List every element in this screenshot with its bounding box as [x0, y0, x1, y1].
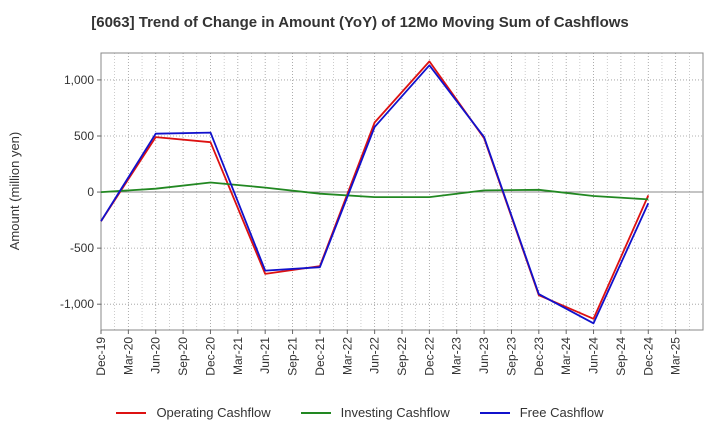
series-line-investing-cashflow: [100, 181, 649, 201]
legend-label-investing: Investing Cashflow: [340, 405, 450, 420]
x-tick-label: Mar-25: [669, 337, 683, 375]
x-tick-label: Jun-21: [258, 337, 272, 374]
x-tick-label: Mar-22: [340, 337, 354, 375]
y-axis-label: Amount (million yen): [7, 132, 22, 251]
legend-swatch-free: [479, 411, 510, 414]
legend-swatch-investing: [300, 411, 331, 414]
legend-item-free: Free Cashflow: [479, 405, 604, 420]
x-tick-label: Mar-20: [121, 337, 135, 375]
y-tick-label: -500: [70, 241, 94, 255]
x-tick-label: Mar-23: [450, 337, 464, 375]
legend-item-operating: Operating Cashflow: [116, 405, 271, 420]
chart-title: [6063] Trend of Change in Amount (YoY) o…: [91, 14, 629, 31]
x-tick-label: Jun-24: [587, 337, 601, 374]
x-tick-label: Dec-24: [641, 337, 655, 376]
series-line-operating-cashflow: [100, 60, 650, 320]
legend-item-investing: Investing Cashflow: [300, 405, 450, 420]
x-tick-label: Dec-22: [422, 337, 436, 376]
legend-swatch-operating: [116, 411, 147, 414]
legend-label-operating: Operating Cashflow: [156, 405, 271, 420]
x-tick-label: Sep-21: [286, 337, 300, 376]
x-tick-label: Jun-23: [477, 337, 491, 374]
x-tick-label: Jun-22: [368, 337, 382, 374]
x-tick-label: Mar-24: [559, 337, 573, 375]
axes-layer: 1,000 500 0 -500 -1,000 Dec-19 Mar-20 Jun-20 Sep…: [60, 52, 704, 376]
x-tick-label: Sep-20: [176, 337, 190, 376]
x-tick-label: Sep-24: [614, 337, 628, 376]
series-line-free-cashflow: [100, 64, 650, 325]
x-tick-label: Jun-20: [149, 337, 163, 374]
x-tick-label: Mar-21: [231, 337, 245, 375]
x-tick-label: Dec-19: [94, 337, 108, 376]
legend-label-free: Free Cashflow: [519, 405, 604, 420]
series-layer: [100, 60, 650, 325]
x-tick-label: Dec-23: [532, 337, 546, 376]
x-tick-label: Dec-20: [203, 337, 217, 376]
x-tick-label: Sep-23: [504, 337, 518, 376]
x-tick-label: Sep-22: [395, 337, 409, 376]
legend: Operating Cashflow Investing Cashflow Fr…: [0, 405, 720, 420]
y-tick-label: -1,000: [60, 297, 94, 311]
y-tick-label: 0: [87, 185, 94, 199]
y-tick-label: 1,000: [64, 73, 94, 87]
x-tick-label: Dec-21: [313, 337, 327, 376]
y-tick-label: 500: [74, 129, 94, 143]
grid-layer: [101, 53, 703, 330]
